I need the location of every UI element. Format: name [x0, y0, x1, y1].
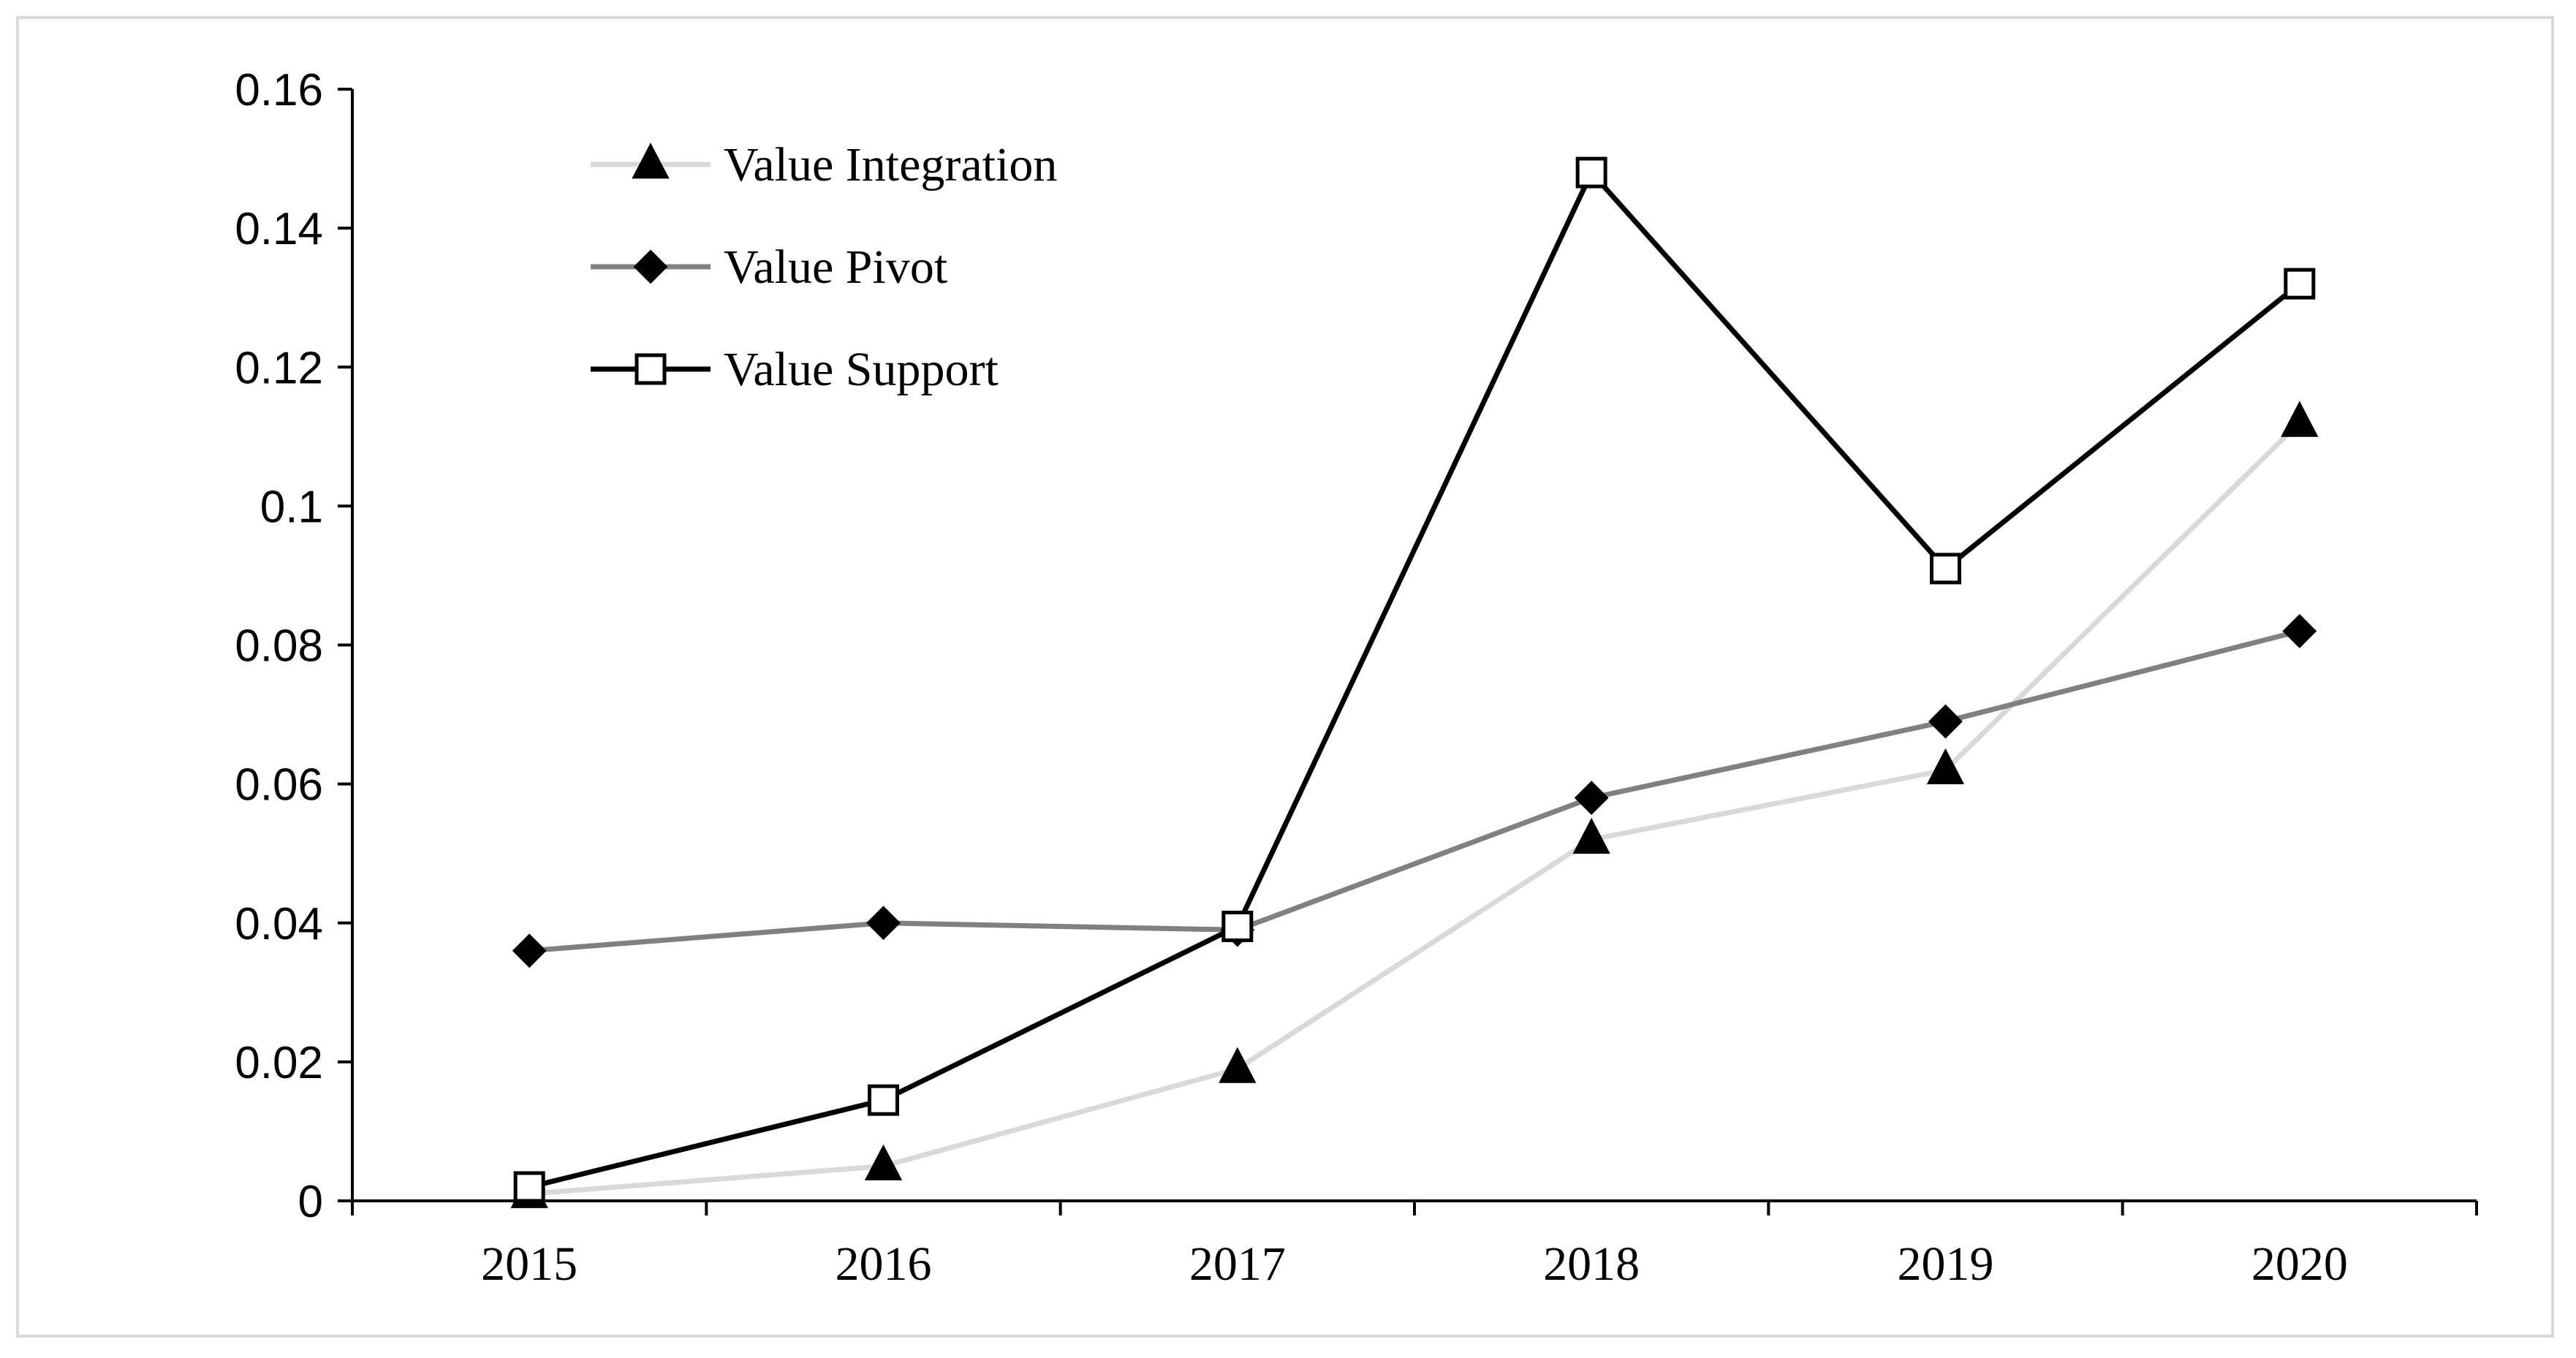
- y-tick-label: 0.12: [235, 343, 323, 393]
- legend-item-value-integration: Value Integration: [591, 138, 1057, 191]
- data-point-value-support: [1221, 911, 1254, 943]
- x-tick-label: 2019: [1898, 1237, 1994, 1291]
- y-tick-label: 0.02: [235, 1038, 323, 1088]
- data-point-value-integration: [1572, 817, 1610, 854]
- data-point-value-support: [868, 1084, 899, 1116]
- data-point-value-pivot: [1928, 704, 1963, 739]
- legend-marker: [633, 249, 668, 284]
- data-point-value-pivot: [2282, 614, 2317, 648]
- x-tick-label: 2020: [2251, 1237, 2348, 1291]
- data-point-value-integration: [2281, 401, 2319, 437]
- y-tick-label: 0.14: [235, 204, 323, 254]
- legend-item-value-pivot: Value Pivot: [591, 240, 947, 294]
- data-point-value-integration: [1926, 748, 1965, 785]
- data-point-value-support: [2284, 268, 2316, 300]
- legend-item-value-support: Value Support: [591, 343, 999, 396]
- legend-label: Value Pivot: [724, 240, 947, 294]
- data-point-value-pivot: [512, 933, 547, 968]
- legend-marker: [634, 353, 667, 385]
- series-line-value-support: [529, 170, 2302, 1190]
- series-markers: [510, 156, 2319, 1208]
- series-line-value-pivot: [529, 629, 2300, 954]
- data-point-value-support: [513, 1171, 545, 1203]
- x-tick-label: 2016: [836, 1237, 932, 1291]
- x-tick-label: 2017: [1189, 1237, 1286, 1291]
- data-point-value-integration: [864, 1144, 903, 1180]
- data-point-value-pivot: [1574, 781, 1609, 816]
- legend-label: Value Integration: [724, 138, 1057, 191]
- x-tick-label: 2018: [1543, 1237, 1640, 1291]
- data-point-value-integration: [1219, 1047, 1257, 1083]
- x-tick-label: 2015: [481, 1237, 577, 1291]
- chart-frame: [16, 16, 2554, 1338]
- data-point-value-support: [1930, 553, 1961, 585]
- series-line-value-integration: [529, 420, 2302, 1196]
- data-point-value-pivot: [866, 906, 901, 941]
- y-tick-label: 0.16: [235, 65, 323, 115]
- legend: Value Integration Value Pivot Value Suppor…: [591, 138, 1057, 396]
- axes: 0 0.02 0.04 0.06 0.08 0.1 0.12 0.14 0.16 2015 2016…: [235, 65, 2478, 1291]
- y-tick-label: 0.1: [260, 482, 323, 532]
- y-tick-label: 0.06: [235, 760, 323, 811]
- series-lines: [529, 170, 2302, 1196]
- data-point-value-support: [1575, 156, 1607, 189]
- legend-marker: [632, 143, 670, 179]
- legend-label: Value Support: [724, 343, 999, 396]
- y-tick-label: 0: [298, 1177, 323, 1227]
- y-tick-label: 0.08: [235, 621, 323, 672]
- y-tick-label: 0.04: [235, 899, 323, 949]
